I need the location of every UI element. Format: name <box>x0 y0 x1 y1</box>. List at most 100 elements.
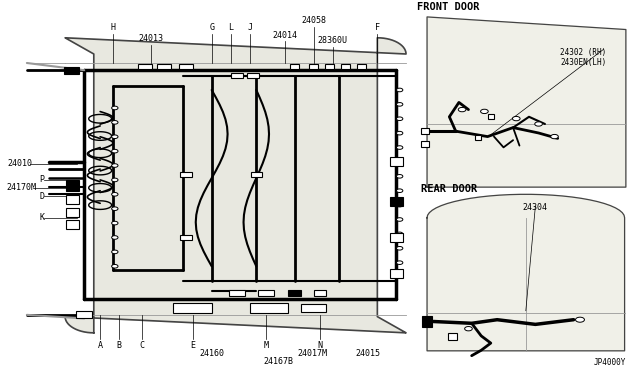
Bar <box>67 208 79 217</box>
Text: E: E <box>190 341 195 350</box>
Bar <box>309 64 319 69</box>
Bar <box>421 141 429 147</box>
Bar <box>250 302 288 313</box>
Text: H: H <box>111 23 115 32</box>
Bar <box>63 67 79 74</box>
Bar <box>179 64 193 70</box>
Text: 28360U: 28360U <box>317 36 348 45</box>
Bar <box>229 290 245 296</box>
Bar <box>390 233 403 242</box>
Bar <box>488 114 494 119</box>
Text: 24015: 24015 <box>355 349 380 358</box>
Circle shape <box>481 109 488 113</box>
Polygon shape <box>427 194 625 351</box>
Text: 24304: 24304 <box>523 203 548 212</box>
Circle shape <box>513 116 520 121</box>
Bar <box>390 197 403 206</box>
Circle shape <box>111 221 118 225</box>
Polygon shape <box>427 17 626 187</box>
Text: J: J <box>248 23 252 32</box>
Text: K: K <box>40 213 45 222</box>
Text: B: B <box>116 341 122 350</box>
Circle shape <box>111 135 118 138</box>
Bar <box>67 220 79 230</box>
Bar <box>290 64 300 69</box>
Circle shape <box>111 106 118 110</box>
Text: FRONT DOOR: FRONT DOOR <box>417 1 480 12</box>
Text: M: M <box>263 341 268 350</box>
Text: 24013: 24013 <box>139 34 164 43</box>
Circle shape <box>396 174 403 178</box>
Circle shape <box>396 88 403 92</box>
Circle shape <box>396 247 403 250</box>
Text: 24160: 24160 <box>199 349 224 358</box>
Text: JP4000Y: JP4000Y <box>593 358 626 367</box>
Text: 24170M: 24170M <box>6 183 36 192</box>
Bar <box>475 135 481 140</box>
Circle shape <box>111 236 118 239</box>
Text: G: G <box>209 23 214 32</box>
Bar <box>250 171 262 177</box>
Circle shape <box>111 121 118 124</box>
Bar <box>258 290 274 296</box>
Circle shape <box>111 164 118 167</box>
Bar <box>324 64 334 69</box>
Circle shape <box>550 134 558 139</box>
Circle shape <box>111 264 118 268</box>
Circle shape <box>111 178 118 182</box>
Circle shape <box>396 189 403 193</box>
Bar <box>314 291 326 296</box>
Circle shape <box>111 193 118 196</box>
Circle shape <box>396 131 403 135</box>
Bar <box>157 64 171 70</box>
Text: 24010: 24010 <box>8 159 33 168</box>
Text: D: D <box>40 192 45 201</box>
Bar <box>422 316 432 327</box>
Text: F: F <box>375 23 380 32</box>
Circle shape <box>111 207 118 211</box>
Bar <box>421 128 429 134</box>
Text: P: P <box>40 176 45 185</box>
Circle shape <box>396 146 403 149</box>
Text: 24017M: 24017M <box>298 349 327 358</box>
Bar <box>67 195 79 204</box>
Text: N: N <box>317 341 323 350</box>
Text: L: L <box>228 23 234 32</box>
Circle shape <box>111 250 118 254</box>
Bar <box>390 157 403 166</box>
Text: REAR DOOR: REAR DOOR <box>420 184 477 193</box>
Bar <box>340 64 350 69</box>
Text: 24058: 24058 <box>301 16 326 25</box>
Bar <box>180 235 192 240</box>
Text: 24167B: 24167B <box>264 357 294 366</box>
Bar <box>448 333 457 340</box>
Circle shape <box>465 327 472 331</box>
Circle shape <box>396 203 403 207</box>
Circle shape <box>396 103 403 106</box>
Polygon shape <box>65 38 406 333</box>
Text: 24302 (RH)
2430EN(LH): 24302 (RH) 2430EN(LH) <box>561 48 607 67</box>
Bar <box>173 302 212 313</box>
Text: A: A <box>98 341 102 350</box>
Bar <box>138 64 152 70</box>
Bar <box>67 180 79 191</box>
Bar <box>301 304 326 312</box>
Circle shape <box>396 160 403 164</box>
Circle shape <box>535 122 542 126</box>
Bar <box>356 64 366 69</box>
Circle shape <box>396 218 403 221</box>
Circle shape <box>396 232 403 236</box>
Bar <box>288 291 301 296</box>
Circle shape <box>111 149 118 153</box>
Circle shape <box>396 261 403 264</box>
Text: C: C <box>139 341 144 350</box>
Circle shape <box>575 317 584 322</box>
Bar <box>247 73 259 78</box>
Bar <box>390 269 403 278</box>
Bar <box>232 73 243 78</box>
Bar <box>76 311 92 318</box>
Circle shape <box>396 117 403 121</box>
Circle shape <box>458 108 466 112</box>
Text: 24014: 24014 <box>273 31 298 39</box>
Bar <box>180 171 192 177</box>
